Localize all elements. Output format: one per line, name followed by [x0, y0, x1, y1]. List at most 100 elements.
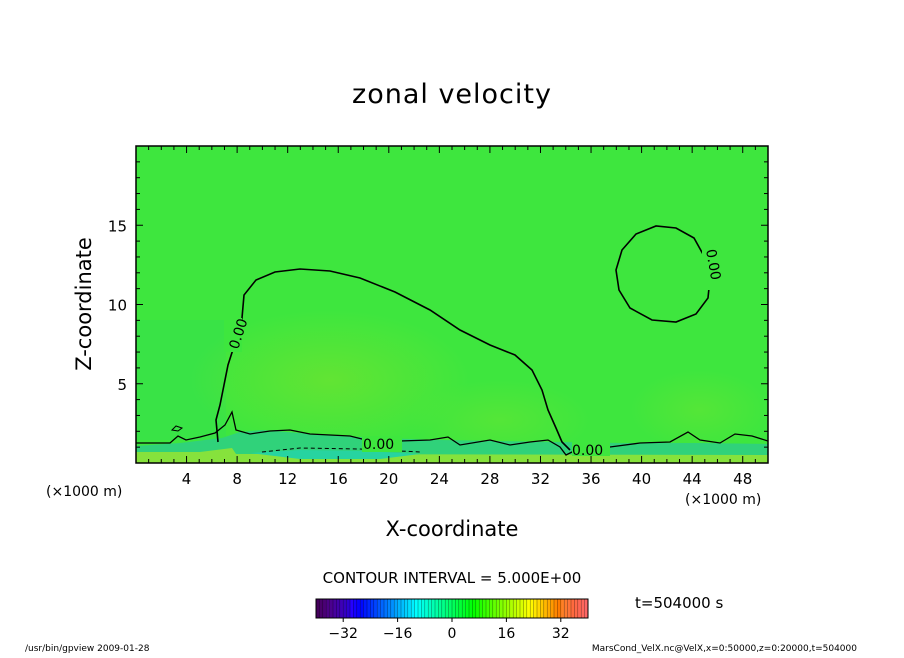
positive-region — [190, 310, 470, 450]
colorbar-cell — [509, 599, 514, 618]
x-unit-left: (×1000 m) — [46, 484, 122, 500]
colorbar-cell — [506, 599, 510, 618]
x-tick-label: 16 — [329, 470, 348, 488]
colorbar-cell — [571, 599, 575, 618]
colorbar-cell — [370, 599, 374, 618]
colorbar-cell — [557, 599, 561, 618]
colorbar-cell — [574, 599, 578, 618]
colorbar-cell — [326, 599, 330, 618]
x-tick-label: 44 — [683, 470, 702, 488]
footer-right: MarsCond_VelX.nc@VelX,x=0:50000,z=0:2000… — [592, 644, 857, 654]
colorbar-cell — [407, 599, 412, 618]
colorbar-cell — [469, 599, 473, 618]
colorbar-cell — [560, 599, 565, 618]
colorbar-cell — [537, 599, 541, 618]
x-tick-label: 12 — [278, 470, 297, 488]
colorbar-cell — [319, 599, 323, 618]
colorbar-cell — [492, 599, 497, 618]
contour-zero-dome — [215, 268, 571, 451]
colorbar-cell — [404, 599, 408, 618]
x-tick-label: 4 — [182, 470, 192, 488]
colorbar-cell — [363, 599, 368, 618]
colorbar-cell — [472, 599, 476, 618]
chart-title: zonal velocity — [352, 79, 552, 110]
colorbar-cell — [530, 599, 534, 618]
colorbar-cell — [503, 599, 507, 618]
colorbar-tick-label: 16 — [497, 626, 515, 642]
colorbar-cell — [316, 599, 320, 618]
x-tick-label: 28 — [480, 470, 499, 488]
colorbar-cell — [373, 599, 378, 618]
colorbar-cell — [377, 599, 381, 618]
colorbar-cell — [452, 599, 456, 618]
colorbar-cell — [384, 599, 388, 618]
colorbar-tick-label: 32 — [552, 626, 570, 642]
colorbar-cell — [489, 599, 493, 618]
colorbar-tick-label: −32 — [328, 626, 358, 642]
x-tick-label: 48 — [733, 470, 752, 488]
colorbar-cell — [550, 599, 555, 618]
colorbar-cell — [533, 599, 538, 618]
colorbar-cell — [428, 599, 432, 618]
colorbar-cell — [360, 599, 364, 618]
colorbar-cell — [441, 599, 446, 618]
colorbar-cell — [486, 599, 490, 618]
time-text: t=504000 s — [635, 594, 723, 612]
colorbar-cell — [584, 599, 589, 618]
colorbar-cell — [390, 599, 395, 618]
colorbar-cell — [554, 599, 558, 618]
colorbar-cell — [336, 599, 340, 618]
colorbar-cell — [356, 599, 361, 618]
colorbar-cell — [516, 599, 521, 618]
colorbar-cell — [577, 599, 582, 618]
colorbar-cell — [540, 599, 544, 618]
contour-label-right: 0.00 — [572, 443, 603, 459]
colorbar-cell — [526, 599, 531, 618]
colorbar-cell — [448, 599, 453, 618]
colorbar-cell — [513, 599, 517, 618]
y-tick-label: 5 — [117, 376, 127, 394]
colorbar-cell — [397, 599, 402, 618]
x-unit-right: (×1000 m) — [685, 492, 761, 508]
colorbar — [315, 599, 589, 618]
colorbar-cell — [322, 599, 327, 618]
positive-region-3 — [630, 370, 768, 450]
colorbar-cell — [435, 599, 439, 618]
x-tick-label: 24 — [430, 470, 449, 488]
colorbar-cell — [411, 599, 415, 618]
colorbar-tick-label: 0 — [448, 626, 457, 642]
colorbar-cell — [520, 599, 524, 618]
colorbar-cell — [380, 599, 385, 618]
contour-small-1 — [170, 425, 184, 432]
colorbar-cell — [431, 599, 436, 618]
footer-left: /usr/bin/gpview 2009-01-28 — [25, 644, 150, 654]
colorbar-cell — [346, 599, 351, 618]
colorbar-cell — [475, 599, 480, 618]
y-axis-label: Z-coordinate — [72, 237, 96, 371]
colorbar-cell — [353, 599, 357, 618]
colorbar-cell — [543, 599, 548, 618]
y-ticks: 5 10 15 — [108, 161, 768, 448]
colorbar-cell — [394, 599, 398, 618]
colorbar-cell — [418, 599, 422, 618]
y-tick-label: 15 — [108, 217, 127, 235]
x-ticks: 4 8 12 16 20 24 28 32 36 40 44 48 — [148, 146, 756, 488]
colorbar-cell — [567, 599, 572, 618]
y-tick-label: 10 — [108, 297, 127, 315]
x-axis-label: X-coordinate — [386, 517, 519, 541]
colorbar-cell — [414, 599, 419, 618]
contour-label-ring: 0.00 — [702, 248, 723, 281]
x-tick-label: 8 — [232, 470, 242, 488]
colorbar-cell — [387, 599, 391, 618]
colorbar-cell — [581, 599, 585, 618]
colorbar-cell — [455, 599, 459, 618]
x-tick-label: 36 — [581, 470, 600, 488]
colorbar-cell — [438, 599, 442, 618]
colorbar-tick-label: −16 — [383, 626, 413, 642]
x-tick-label: 32 — [531, 470, 550, 488]
colorbar-cell — [445, 599, 449, 618]
colorbar-cell — [523, 599, 527, 618]
colorbar-cell — [496, 599, 500, 618]
x-tick-label: 40 — [632, 470, 651, 488]
